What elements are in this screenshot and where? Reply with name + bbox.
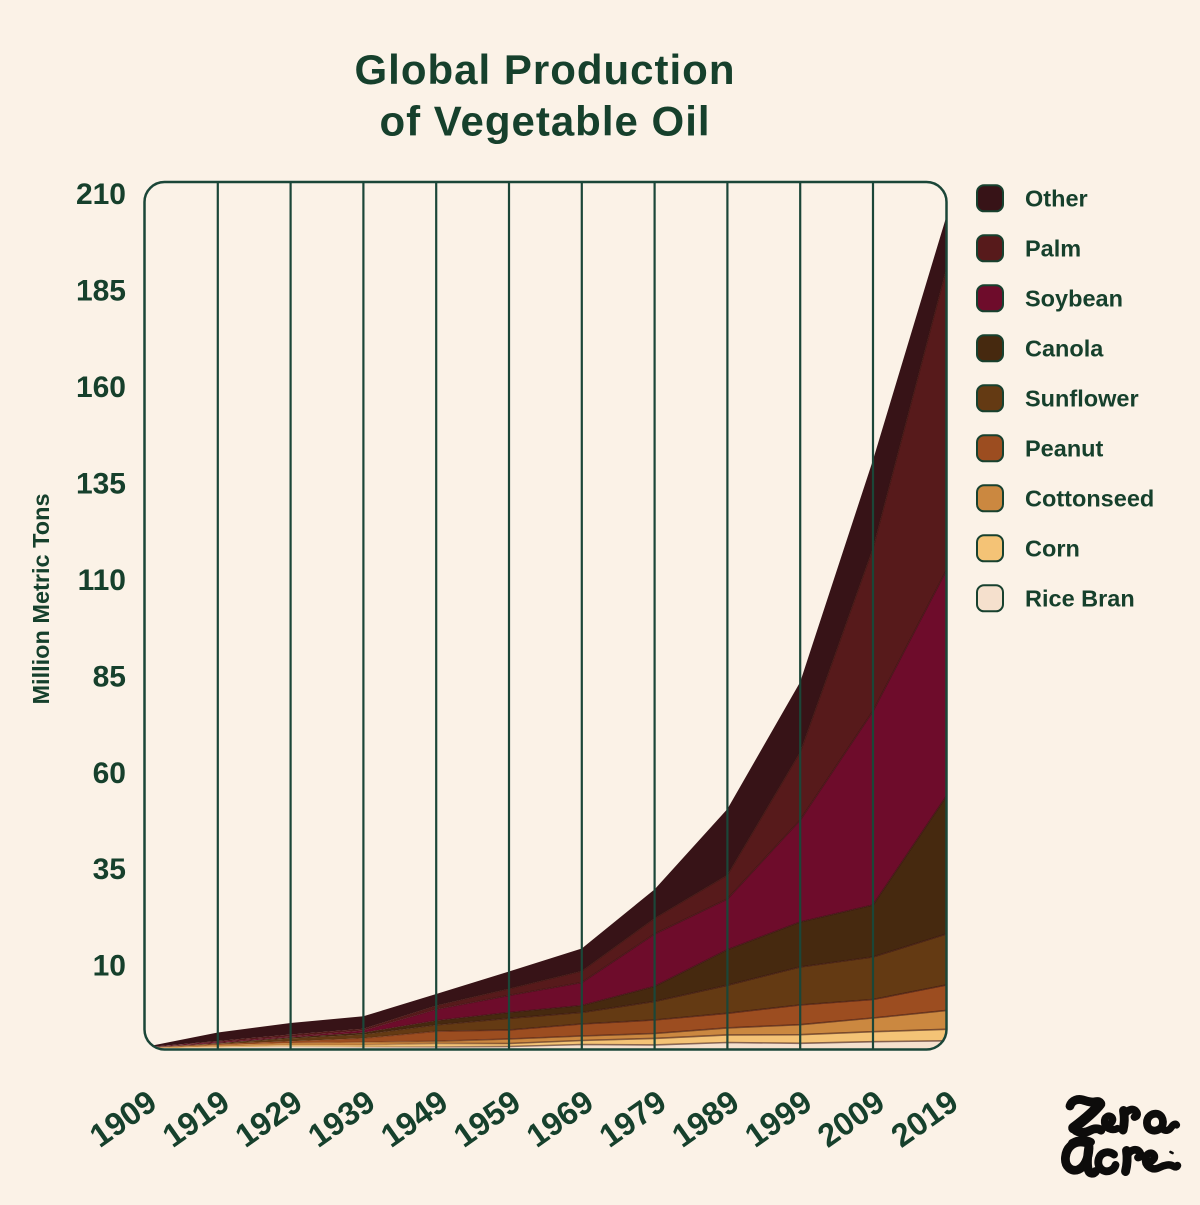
svg-text:Palm: Palm	[1025, 236, 1081, 262]
svg-text:10: 10	[93, 950, 126, 983]
svg-text:of Vegetable Oil: of Vegetable Oil	[379, 98, 710, 145]
svg-text:Canola: Canola	[1025, 336, 1104, 362]
svg-text:Global Production: Global Production	[355, 46, 736, 93]
svg-text:Cottonseed: Cottonseed	[1025, 486, 1154, 512]
svg-text:210: 210	[76, 178, 126, 211]
svg-text:160: 160	[76, 371, 126, 404]
svg-text:60: 60	[93, 757, 126, 790]
svg-text:110: 110	[78, 564, 126, 597]
svg-text:Other: Other	[1025, 186, 1088, 212]
svg-text:Million Metric Tons: Million Metric Tons	[28, 493, 54, 704]
svg-text:Sunflower: Sunflower	[1025, 386, 1139, 412]
svg-text:135: 135	[76, 467, 126, 500]
svg-text:Soybean: Soybean	[1025, 286, 1123, 312]
svg-text:85: 85	[93, 660, 126, 693]
svg-text:35: 35	[93, 853, 126, 886]
svg-text:Peanut: Peanut	[1025, 436, 1104, 462]
svg-text:Rice Bran: Rice Bran	[1025, 586, 1135, 612]
svg-text:185: 185	[76, 274, 126, 307]
svg-text:Corn: Corn	[1025, 536, 1080, 562]
